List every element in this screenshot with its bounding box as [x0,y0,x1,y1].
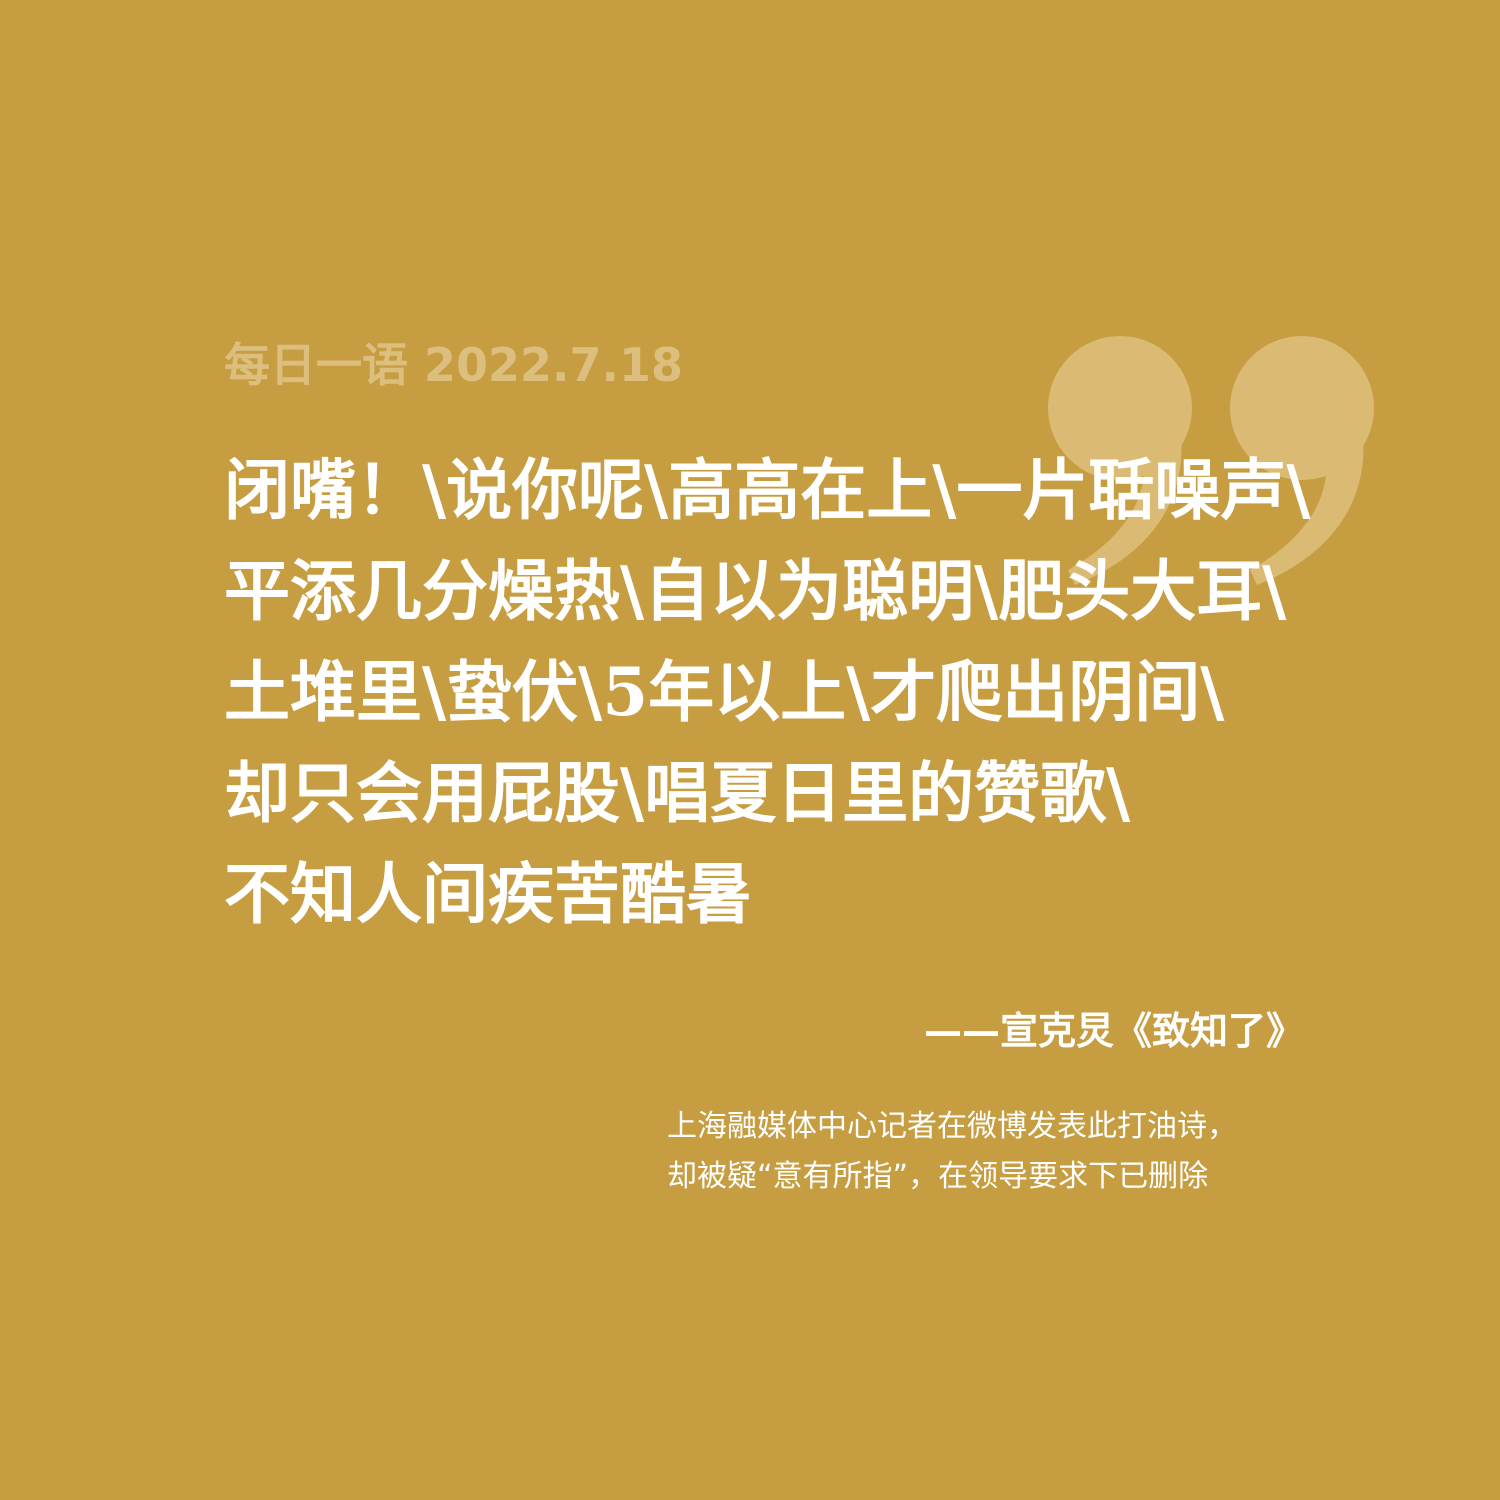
context-note: 上海融媒体中心记者在微博发表此打油诗， 却被疑“意有所指”，在领导要求下已删除 [667,1102,1237,1202]
poem-line: 闭嘴！\说你呢\高高在上\一片聒噪声\ [224,451,1311,529]
note-line: 上海融媒体中心记者在微博发表此打油诗， [667,1109,1237,1144]
note-line: 却被疑“意有所指”，在领导要求下已删除 [667,1159,1209,1194]
poem-line: 不知人间疾苦酷暑 [224,855,752,933]
poem-line: 平添几分燥热\自以为聪明\肥头大耳\ [224,552,1287,630]
closing-quote-icon [1048,336,1374,585]
poem-attribution: ——宣克炅《致知了》 [923,1009,1304,1053]
poem-line: 却只会用屁股\唱夏日里的赞歌\ [224,754,1131,832]
poem-line: 土堆里\蛰伏\5年以上\才爬出阴间\ [224,653,1225,731]
poem-text: 闭嘴！\说你呢\高高在上\一片聒噪声\ 平添几分燥热\自以为聪明\肥头大耳\ 土… [224,440,1424,945]
date-heading: 每日一语 2022.7.18 [224,338,684,392]
